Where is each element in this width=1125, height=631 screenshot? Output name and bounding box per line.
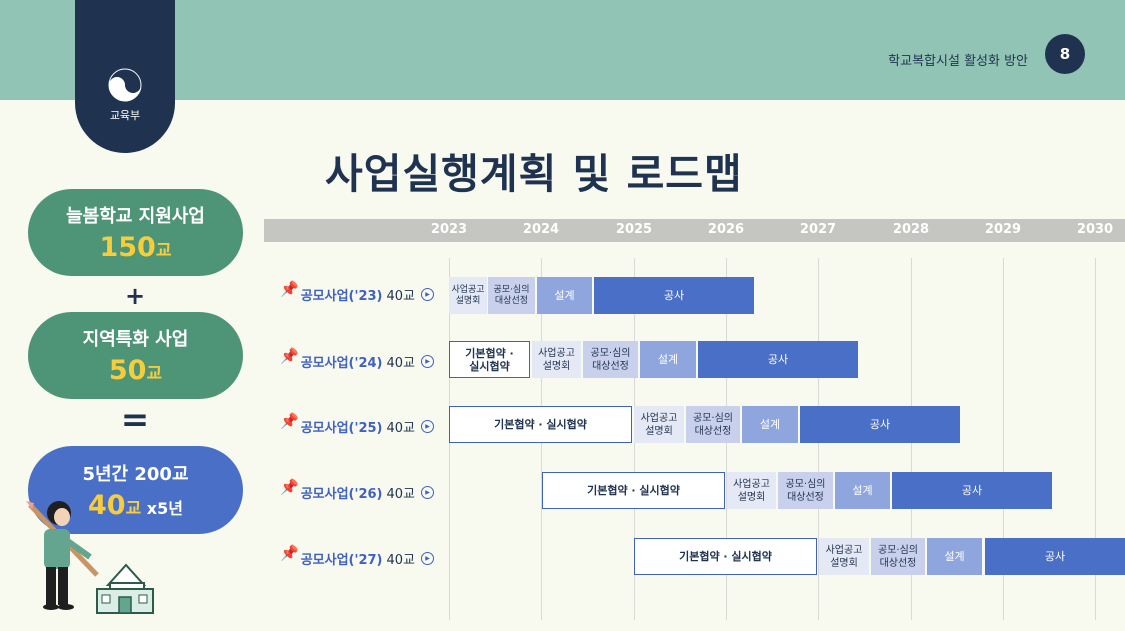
summary-label: 늘봄학교 지원사업 [66,206,205,227]
page-title: 사업실행계획 및 로드맵 [325,150,743,198]
pin-icon: 📌 [280,477,299,496]
roadmap-row-label: 📌 공모사업('25) 40교 ▶ [280,412,434,436]
year-label: 2030 [1076,222,1114,237]
play-icon: ▶ [421,552,434,565]
phase-agreement: 기본협약 · 실시협약 [449,341,530,378]
summary-label: 5년간 200교 [82,463,189,485]
phase-design: 설계 [537,277,592,314]
play-icon: ▶ [421,420,434,433]
plus-sign: + [124,282,146,310]
phase-selection: 공모·심의 대상선정 [686,406,740,443]
phase-briefing: 사업공고 설명회 [449,277,487,314]
phase-selection: 공모·심의 대상선정 [871,538,925,575]
pin-icon: 📌 [280,279,299,298]
summary-box-total: 5년간 200교 40교 x5년 [28,446,243,534]
phase-selection: 공모·심의 대상선정 [583,341,638,378]
ministry-emblem-icon [108,68,142,102]
phase-design: 설계 [927,538,982,575]
person-building-illustration [26,501,154,614]
summary-value: 50교 [108,355,163,386]
year-label: 2026 [707,222,745,237]
ministry-tab: 교육부 [75,0,175,153]
ministry-label: 교육부 [109,109,141,122]
roadmap-row-label: 📌 공모사업('26) 40교 ▶ [280,478,434,502]
year-label: 2025 [615,222,653,237]
year-label: 2024 [522,222,560,237]
phase-agreement: 기본협약 · 실시협약 [449,406,632,443]
grid-line [1095,258,1096,620]
roadmap-row-label: 📌 공모사업('23) 40교 ▶ [280,280,434,304]
pin-icon: 📌 [280,543,299,562]
phase-construction: 공사 [892,472,1052,509]
header-title: 학교복합시설 활성화 방안 [888,54,1028,69]
year-header-bar [264,219,1125,242]
equals-sign: = [120,400,150,440]
phase-construction: 공사 [985,538,1125,575]
summary-value: 150교 [99,232,172,263]
year-label: 2029 [984,222,1022,237]
phase-briefing: 사업공고 설명회 [727,472,776,509]
grid-line [1003,258,1004,620]
phase-construction: 공사 [698,341,858,378]
phase-design: 설계 [640,341,696,378]
summary-box-neulbom: 늘봄학교 지원사업 150교 [28,189,243,276]
phase-briefing: 사업공고 설명회 [634,406,684,443]
header-band [0,0,1125,100]
summary-value: 40교 x5년 [88,489,183,521]
page-number-badge: 8 [1045,34,1085,74]
summary-box-regional: 지역특화 사업 50교 [28,312,243,399]
year-label: 2027 [799,222,837,237]
play-icon: ▶ [421,288,434,301]
year-label: 2023 [430,222,468,237]
roadmap-row-label: 📌 공모사업('24) 40교 ▶ [280,347,434,371]
play-icon: ▶ [421,355,434,368]
phase-briefing: 사업공고 설명회 [819,538,869,575]
phase-design: 설계 [742,406,798,443]
play-icon: ▶ [421,486,434,499]
pin-icon: 📌 [280,346,299,365]
phase-construction: 공사 [594,277,754,314]
phase-selection: 공모·심의 대상선정 [778,472,833,509]
phase-construction: 공사 [800,406,960,443]
phase-agreement: 기본협약 · 실시협약 [542,472,725,509]
year-label: 2028 [892,222,930,237]
pin-icon: 📌 [280,411,299,430]
phase-agreement: 기본협약 · 실시협약 [634,538,817,575]
phase-briefing: 사업공고 설명회 [532,341,581,378]
phase-selection: 공모·심의 대상선정 [488,277,535,314]
roadmap-row-label: 📌 공모사업('27) 40교 ▶ [280,544,434,568]
summary-label: 지역특화 사업 [82,329,189,350]
phase-design: 설계 [835,472,890,509]
